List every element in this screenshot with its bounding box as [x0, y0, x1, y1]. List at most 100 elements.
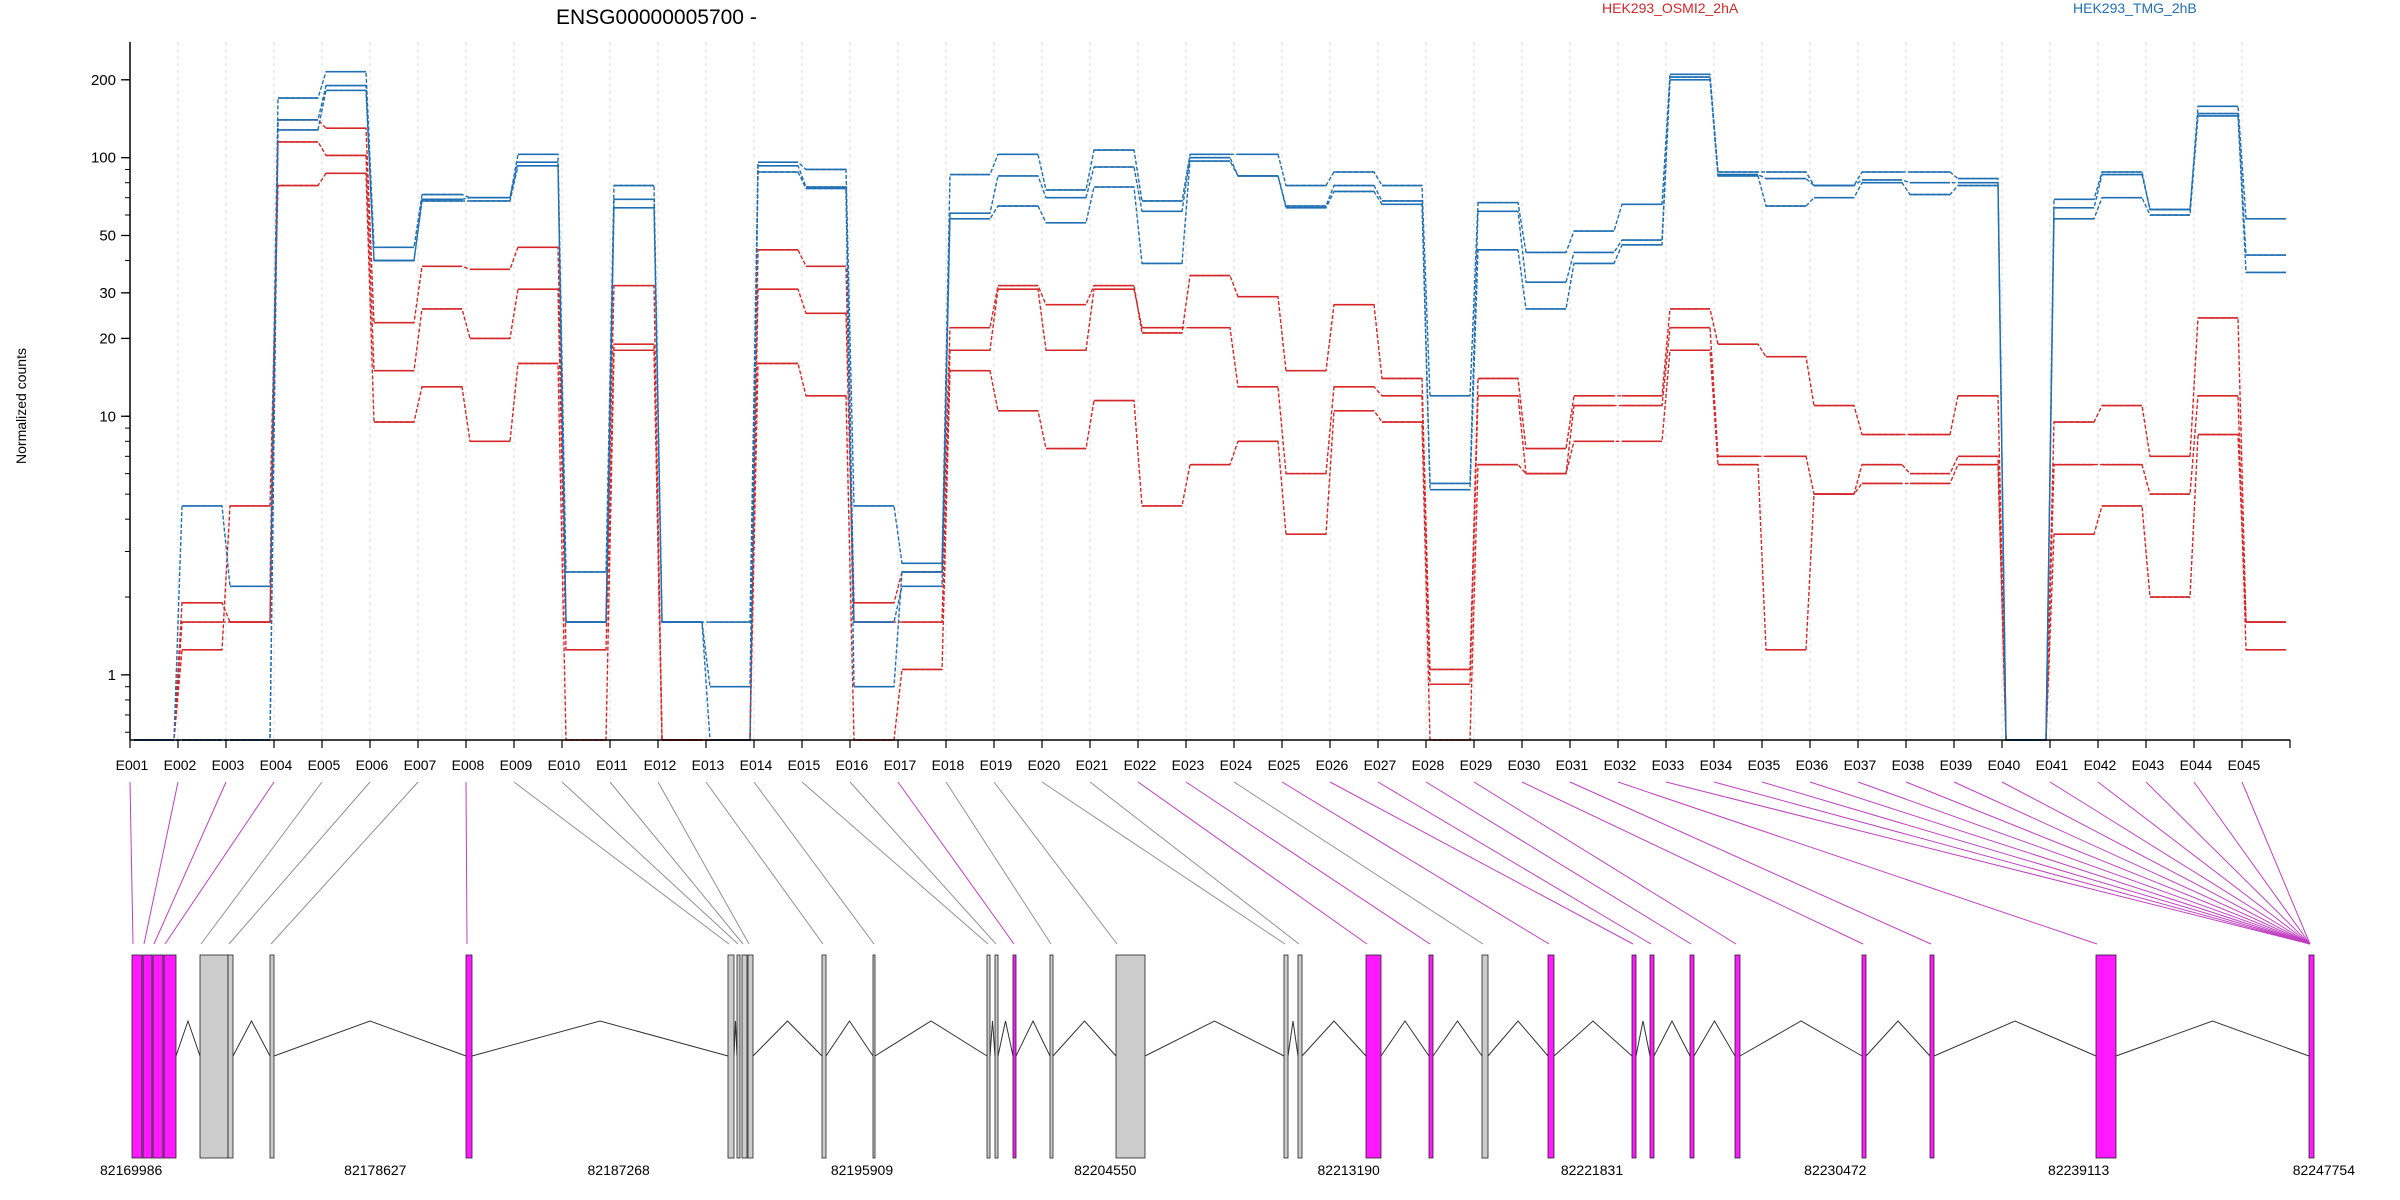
- x-tick-label: E014: [740, 757, 773, 773]
- exon-block: [994, 954, 999, 1159]
- intron-line: [1380, 1020, 1430, 1057]
- exon-block: [1297, 954, 1303, 1159]
- series-dashed-line: [134, 76, 2286, 741]
- exon-block: [741, 954, 748, 1159]
- y-tick-label: 10: [99, 408, 116, 425]
- x-tick-label: E006: [356, 757, 389, 773]
- y-tick-label: 100: [91, 150, 116, 167]
- x-tick-label: E023: [1172, 757, 1205, 773]
- exon-connector: [2097, 781, 2311, 945]
- exon-block-highlighted: [131, 954, 143, 1159]
- x-tick-label: E044: [2180, 757, 2213, 773]
- exon-connector: [1953, 781, 2311, 945]
- exon-connector: [1521, 781, 1864, 945]
- exon-connector: [1281, 781, 1550, 945]
- coordinate-tick-label: 82213190: [1318, 1162, 1381, 1178]
- exon-connector: [1089, 781, 1300, 945]
- exon-connector: [753, 781, 875, 945]
- exon-block: [736, 954, 741, 1159]
- x-tick-label: E012: [644, 757, 677, 773]
- exon-block: [1115, 954, 1146, 1159]
- exon-block-highlighted: [142, 954, 153, 1159]
- intron-line: [1487, 1020, 1549, 1057]
- exon-block: [269, 954, 275, 1159]
- series-3: [134, 172, 2286, 741]
- exon-block-highlighted: [1012, 954, 1017, 1159]
- x-tick-label: E041: [2036, 757, 2069, 773]
- exon-connector: [153, 781, 227, 945]
- x-tick-label: E004: [260, 757, 293, 773]
- exon-connector: [1713, 781, 2311, 945]
- x-tick-label: E015: [788, 757, 821, 773]
- series-4: [134, 70, 2286, 741]
- intron-line: [232, 1019, 271, 1057]
- x-tick-label: E003: [212, 757, 245, 773]
- intron-line: [752, 1020, 823, 1057]
- exon-block-highlighted: [2095, 954, 2117, 1159]
- exon-block-highlighted: [1689, 954, 1695, 1159]
- chart-title: ENSG00000005700 -: [556, 6, 757, 29]
- plot-axes: 1 10 20 30 50 100 200 E001 E002 E003 E004 E005 E006 E…: [91, 42, 2291, 773]
- x-tick-label: E038: [1892, 757, 1925, 773]
- legend-entry-osmi2: HEK293_OSMI2_2hA: [1602, 0, 1739, 16]
- coordinate-tick-label: 82221831: [1561, 1162, 1624, 1178]
- x-tick-label: E035: [1748, 757, 1781, 773]
- intron-line: [1052, 1020, 1117, 1057]
- legend-entry-tmg: HEK293_TMG_2hB: [2073, 0, 2197, 16]
- x-tick-label: E039: [1940, 757, 1973, 773]
- x-tick-label: E034: [1700, 757, 1733, 773]
- y-tick-label: 50: [99, 227, 116, 244]
- exon-block: [747, 954, 754, 1159]
- intron-line: [1653, 1019, 1691, 1057]
- coordinate-tick-label: 82204550: [1074, 1162, 1137, 1178]
- exon-block: [1283, 954, 1289, 1159]
- x-tick-label: E009: [500, 757, 533, 773]
- exon-connector: [200, 781, 323, 945]
- coordinate-tick-label: 82187268: [588, 1162, 651, 1178]
- exon-block: [727, 954, 735, 1159]
- x-tick-label: E017: [884, 757, 917, 773]
- intron-line: [273, 1020, 467, 1057]
- x-tick-label: E028: [1412, 757, 1445, 773]
- exon-block-highlighted: [1428, 954, 1434, 1159]
- exon-connector: [1185, 781, 1431, 945]
- x-tick-label: E005: [308, 757, 341, 773]
- x-tick-label: E029: [1460, 757, 1493, 773]
- coordinate-tick-label: 82178627: [344, 1162, 407, 1178]
- x-tick-label: E031: [1556, 757, 1589, 773]
- exon-connector: [129, 781, 134, 945]
- exon-connector: [1377, 781, 1652, 945]
- x-tick-label: E025: [1268, 757, 1301, 773]
- x-tick-label: E030: [1508, 757, 1541, 773]
- exon-block: [986, 954, 991, 1159]
- exon-connector: [1761, 781, 2311, 945]
- x-tick-label: E027: [1364, 757, 1397, 773]
- exon-connector: [1473, 781, 1737, 945]
- x-tick-label: E013: [692, 757, 725, 773]
- coordinate-tick-label: 82247754: [2293, 1162, 2356, 1178]
- exon-connector: [465, 781, 468, 945]
- exon-connector: [1425, 781, 1692, 945]
- intron-line: [2115, 1020, 2310, 1057]
- exon-connector: [609, 781, 744, 945]
- intron-line: [1865, 1020, 1931, 1057]
- exon-connector: [657, 781, 750, 945]
- plot-series-lines: [134, 70, 2286, 741]
- exon-block: [227, 954, 234, 1159]
- exon-connector: [1233, 781, 1484, 945]
- y-tick-label: 200: [91, 72, 116, 89]
- exon-connector: [1665, 781, 2311, 945]
- exon-block: [872, 954, 876, 1159]
- intron-line: [1144, 1020, 1285, 1057]
- coordinate-tick-label: 82230472: [1804, 1162, 1867, 1178]
- x-tick-label: E011: [596, 757, 628, 773]
- exon-block: [1049, 954, 1054, 1159]
- series-1: [134, 119, 2286, 741]
- x-tick-label: E008: [452, 757, 485, 773]
- y-tick-label: 20: [99, 330, 116, 347]
- exon-block: [1481, 954, 1489, 1159]
- series-dashed-line: [134, 119, 2286, 741]
- x-tick-label: E042: [2084, 757, 2117, 773]
- intron-line: [874, 1020, 988, 1057]
